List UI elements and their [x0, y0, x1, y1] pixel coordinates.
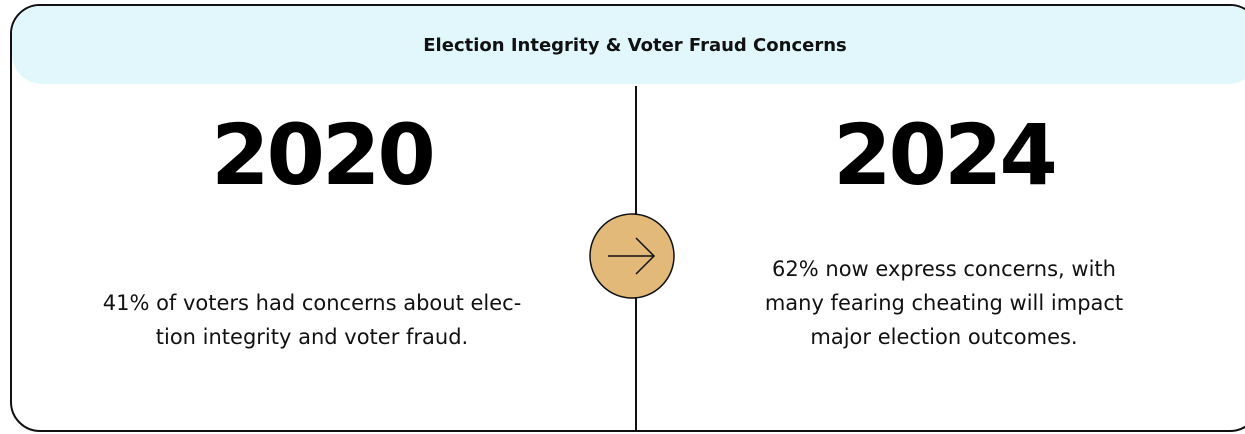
year: 2020	[211, 106, 436, 204]
text-line: many fearing cheating will impact	[764, 291, 1124, 315]
text-line: 41% of voters had concerns about elec-	[102, 291, 522, 315]
card: Election Integrity & Voter Fraud Concern…	[10, 4, 1245, 432]
header-title: Election Integrity & Voter Fraud Concern…	[12, 6, 1245, 84]
description: 62% now express concerns, with many fear…	[644, 252, 1244, 354]
arrow-icon	[589, 213, 675, 299]
text-line: tion integrity and voter fraud.	[155, 325, 469, 349]
year: 2024	[833, 106, 1058, 204]
text-line: major election outcomes.	[810, 325, 1078, 349]
text-line: 62% now express concerns, with	[772, 257, 1116, 281]
description: 41% of voters had concerns about elec- t…	[12, 286, 612, 354]
